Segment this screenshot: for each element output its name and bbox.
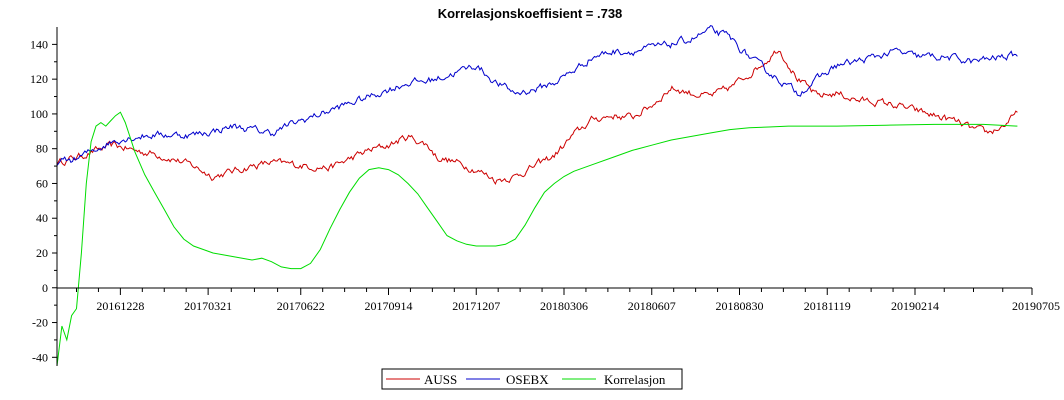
y-tick-label: 140 (30, 37, 48, 51)
x-tick-label: 20190214 (891, 299, 939, 313)
plot-area (56, 25, 1018, 367)
y-tick-label: -20 (32, 316, 48, 330)
x-tick-label: 20170914 (365, 299, 413, 313)
x-tick-label: 20190705 (1012, 299, 1060, 313)
y-tick-label: 80 (36, 142, 48, 156)
legend: AUSS OSEBX Korrelasjon (381, 368, 683, 390)
y-tick-label: 40 (36, 211, 48, 225)
series-line-osebx (56, 25, 1018, 166)
y-tick-label: 20 (36, 246, 48, 260)
x-tick-label: 20170321 (184, 299, 232, 313)
y-tick-label: 60 (36, 176, 48, 190)
x-tick-label: 20180306 (540, 299, 588, 313)
axes: -40 -20 0 20 40 60 80 100 120 140 20161228 20170321… (30, 27, 1060, 366)
x-tick-label: 20171207 (452, 299, 500, 313)
x-tick-label: 20180830 (716, 299, 764, 313)
x-tick-label: 20161228 (96, 299, 144, 313)
y-tick-label: 0 (42, 281, 48, 295)
legend-box (381, 368, 683, 390)
x-tick-label: 20181119 (804, 299, 851, 313)
legend-label-korrelasjon: Korrelasjon (604, 372, 666, 387)
y-tick-label: -40 (32, 350, 48, 364)
y-tick-label: 120 (30, 72, 48, 86)
x-tick-label: 20170622 (277, 299, 325, 313)
x-tick-label: 20180607 (628, 299, 676, 313)
series-line-auss (56, 50, 1018, 186)
y-tick-label: 100 (30, 107, 48, 121)
series-line-korrelasjon (56, 111, 1018, 367)
legend-label-osebx: OSEBX (506, 372, 549, 387)
legend-label-auss: AUSS (424, 372, 457, 387)
chart-title: Korrelasjonskoeffisient = .738 (438, 6, 623, 21)
